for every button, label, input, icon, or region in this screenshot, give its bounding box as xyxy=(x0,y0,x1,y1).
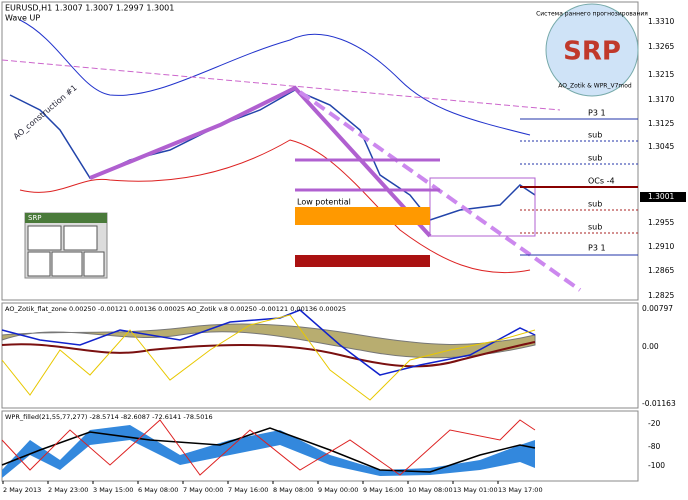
time-label: 13 May 01:00 xyxy=(453,486,498,494)
wpr-axis-label: -80 xyxy=(648,442,660,451)
tool-button[interactable] xyxy=(51,251,83,277)
ao-signal xyxy=(1,341,536,368)
wpr-fast xyxy=(1,419,536,476)
panel-header xyxy=(25,213,107,223)
price-label: 1.3215 xyxy=(648,70,674,79)
price-label: 1.3310 xyxy=(648,17,674,26)
ao-axis-label: -0.01163 xyxy=(642,399,676,408)
time-label: 2 May 23:00 xyxy=(48,486,88,494)
ao-label: AO_Zotik_flat_zone 0.00250 -0.00121 0.00… xyxy=(5,305,346,313)
wpr-line xyxy=(1,427,536,473)
levels xyxy=(520,118,638,256)
tool-button[interactable] xyxy=(63,225,98,251)
price-label: 1.2910 xyxy=(648,242,674,251)
time-label: 7 May 00:00 xyxy=(183,486,223,494)
logo-circle xyxy=(545,3,639,97)
time-label: 9 May 16:00 xyxy=(363,486,403,494)
time-label: 10 May 08:00 xyxy=(408,486,453,494)
ao-fast xyxy=(1,314,536,401)
ao-axis-label: 0.00797 xyxy=(642,304,673,313)
tool-button[interactable] xyxy=(27,225,62,251)
logo-subtitle: Система раннего прогнозирования xyxy=(536,11,648,18)
logo-credit: AO_Zotik & WPR_V7mod xyxy=(558,83,632,90)
main-pane xyxy=(1,1,639,301)
price-label: 1.3045 xyxy=(648,142,674,151)
price-marker xyxy=(640,192,686,202)
upper-band xyxy=(19,19,531,136)
potential-zone xyxy=(295,207,430,225)
time-label: 13 May 17:00 xyxy=(498,486,543,494)
ao-axis-label: 0.00 xyxy=(642,342,659,351)
low-potential: Low potential xyxy=(297,198,351,207)
time-label: 7 May 16:00 xyxy=(228,486,268,494)
level-label: P3 1 xyxy=(588,244,606,253)
trend-line xyxy=(1,59,561,111)
level-label: OCs -4 xyxy=(588,177,615,186)
wpr-axis-label: -100 xyxy=(648,461,665,470)
level-label: sub xyxy=(588,223,602,232)
wpr-pane xyxy=(1,410,639,482)
tool-button[interactable] xyxy=(83,251,105,277)
current-price: 1.3001 xyxy=(648,192,674,201)
wpr-label: WPR_filled(21,55,77,277) -28.5714 -82.60… xyxy=(5,413,213,421)
price-label: 1.3265 xyxy=(648,42,674,51)
wpr-axis-label: -20 xyxy=(648,419,660,428)
level-label: sub xyxy=(588,154,602,163)
price-label: 1.2955 xyxy=(648,218,674,227)
axes: 1.3310 1.3265 1.3215 1.3170 1.3125 1.3045 1.29… xyxy=(2,17,676,494)
lower-band xyxy=(19,139,531,274)
wave-lines xyxy=(89,85,432,238)
logo-title: SRP xyxy=(563,37,621,67)
time-label: 8 May 08:00 xyxy=(273,486,313,494)
target-zone xyxy=(295,255,430,267)
level-label: sub xyxy=(588,200,602,209)
symbol-line: EURUSD,H1 1.3007 1.3007 1.2997 1.3001 xyxy=(5,4,174,13)
tool-button[interactable] xyxy=(27,251,51,277)
time-label: 3 May 15:00 xyxy=(93,486,133,494)
panel-title: SRP xyxy=(28,214,42,222)
time-label: 9 May 00:00 xyxy=(318,486,358,494)
price-label: 1.2865 xyxy=(648,266,674,275)
level-label: P3 1 xyxy=(588,109,606,118)
time-label: 2 May 2013 xyxy=(3,486,41,494)
time-label: 6 May 08:00 xyxy=(138,486,178,494)
price-label: 1.3125 xyxy=(648,119,674,128)
price-label: 1.2825 xyxy=(648,291,674,300)
indicator-name: Wave UP xyxy=(5,14,40,23)
ao-pane xyxy=(1,302,639,409)
level-label: sub xyxy=(588,131,602,140)
ao-line xyxy=(1,309,536,376)
price-label: 1.3170 xyxy=(648,95,674,104)
